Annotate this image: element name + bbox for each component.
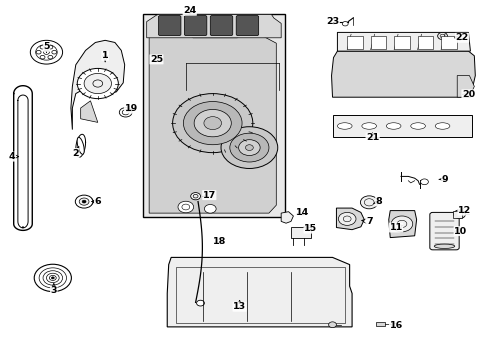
Circle shape <box>420 179 427 185</box>
Text: 21: 21 <box>365 133 379 142</box>
Ellipse shape <box>337 123 351 129</box>
Circle shape <box>40 45 45 49</box>
Ellipse shape <box>433 244 454 248</box>
Circle shape <box>183 102 242 145</box>
Bar <box>332 115 471 137</box>
Circle shape <box>48 55 53 59</box>
Bar <box>375 322 385 326</box>
Bar <box>370 36 386 49</box>
Polygon shape <box>81 101 98 122</box>
Circle shape <box>453 210 465 219</box>
Polygon shape <box>388 211 416 238</box>
Text: 1: 1 <box>102 51 108 60</box>
Circle shape <box>390 216 412 232</box>
Circle shape <box>84 73 111 94</box>
Circle shape <box>77 68 118 99</box>
Circle shape <box>338 212 355 225</box>
Polygon shape <box>71 40 124 130</box>
Polygon shape <box>167 257 351 327</box>
Text: 19: 19 <box>124 104 138 113</box>
FancyBboxPatch shape <box>429 212 458 250</box>
Bar <box>440 36 456 49</box>
Circle shape <box>79 198 89 205</box>
Circle shape <box>178 201 193 213</box>
Circle shape <box>75 195 93 208</box>
Bar <box>393 36 409 49</box>
Circle shape <box>119 108 132 117</box>
Text: 10: 10 <box>453 227 466 236</box>
FancyBboxPatch shape <box>184 15 206 36</box>
Ellipse shape <box>410 123 425 129</box>
Ellipse shape <box>77 137 84 154</box>
Polygon shape <box>149 36 276 213</box>
Bar <box>176 267 344 323</box>
Circle shape <box>36 50 41 54</box>
Circle shape <box>437 32 447 40</box>
Circle shape <box>328 322 336 328</box>
Circle shape <box>48 45 53 49</box>
Text: 6: 6 <box>94 197 101 206</box>
Text: 13: 13 <box>233 302 245 311</box>
Circle shape <box>238 140 260 156</box>
Text: 24: 24 <box>183 6 196 15</box>
Bar <box>417 36 432 49</box>
Text: 4: 4 <box>9 152 16 161</box>
Text: 15: 15 <box>304 224 316 233</box>
Text: 18: 18 <box>213 237 226 246</box>
Text: 25: 25 <box>150 55 163 64</box>
Circle shape <box>203 117 221 130</box>
Text: 8: 8 <box>375 197 382 206</box>
Polygon shape <box>363 199 372 206</box>
Circle shape <box>172 94 252 153</box>
Circle shape <box>40 55 45 59</box>
FancyBboxPatch shape <box>158 15 181 36</box>
FancyBboxPatch shape <box>210 15 232 36</box>
Circle shape <box>52 50 57 54</box>
Circle shape <box>194 109 231 137</box>
Circle shape <box>193 194 198 198</box>
Ellipse shape <box>386 123 400 129</box>
Polygon shape <box>456 76 473 97</box>
Text: 23: 23 <box>325 17 338 26</box>
Text: 11: 11 <box>388 223 402 232</box>
Circle shape <box>204 204 216 213</box>
Bar <box>290 227 311 238</box>
FancyBboxPatch shape <box>236 15 258 36</box>
Circle shape <box>229 133 268 162</box>
Circle shape <box>360 196 377 209</box>
Polygon shape <box>337 32 469 51</box>
Polygon shape <box>336 208 364 230</box>
Text: 3: 3 <box>50 287 57 295</box>
Circle shape <box>51 277 54 279</box>
Circle shape <box>196 300 204 306</box>
Text: 20: 20 <box>461 90 474 99</box>
Bar <box>346 36 362 49</box>
Text: 22: 22 <box>454 33 468 42</box>
Text: 9: 9 <box>441 175 447 184</box>
Polygon shape <box>331 51 474 97</box>
Circle shape <box>190 193 200 200</box>
Circle shape <box>82 200 86 203</box>
Polygon shape <box>281 212 293 223</box>
Ellipse shape <box>361 123 376 129</box>
Circle shape <box>30 40 62 64</box>
Polygon shape <box>78 199 94 204</box>
Text: 14: 14 <box>295 208 308 217</box>
Text: 7: 7 <box>365 217 372 226</box>
Bar <box>452 211 461 218</box>
Polygon shape <box>146 14 281 38</box>
Circle shape <box>245 145 253 150</box>
Text: 5: 5 <box>43 42 50 51</box>
Text: 2: 2 <box>72 149 79 158</box>
Text: 12: 12 <box>457 206 470 215</box>
Circle shape <box>221 127 277 168</box>
Circle shape <box>342 22 347 26</box>
Bar <box>143 14 285 217</box>
Circle shape <box>34 264 71 292</box>
Ellipse shape <box>434 123 449 129</box>
Text: 16: 16 <box>388 321 402 330</box>
Text: 17: 17 <box>202 191 216 199</box>
